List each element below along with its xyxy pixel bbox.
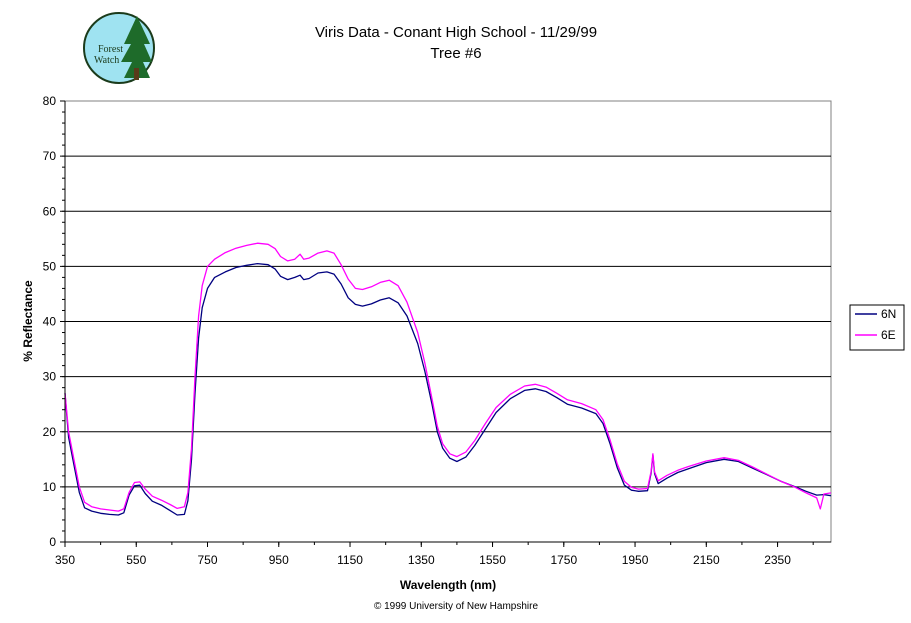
y-tick-label: 50: [43, 259, 57, 273]
y-tick-label: 20: [43, 425, 57, 439]
x-tick-label: 1350: [408, 553, 435, 567]
x-tick-label: 1950: [622, 553, 649, 567]
x-tick-label: 1550: [479, 553, 506, 567]
x-axis-label: Wavelength (nm): [400, 578, 496, 592]
x-tick-label: 1750: [550, 553, 577, 567]
y-tick-label: 80: [43, 94, 57, 108]
x-tick-label: 2350: [764, 553, 791, 567]
legend: 6N 6E: [849, 304, 905, 351]
y-tick-label: 0: [49, 535, 56, 549]
logo-text-line2: Watch: [94, 55, 119, 66]
legend-label-6e: 6E: [881, 328, 896, 342]
copyright-footer: © 1999 University of New Hampshire: [374, 601, 539, 612]
x-tick-label: 2150: [693, 553, 720, 567]
chart-subtitle: Tree #6: [430, 45, 481, 62]
y-tick-label: 60: [43, 204, 57, 218]
x-tick-label: 350: [55, 553, 75, 567]
chart-title: Viris Data - Conant High School - 11/29/…: [315, 24, 597, 41]
y-axis-ticks: 0 10 20 30 40 50 60 70 80: [43, 94, 65, 549]
y-tick-label: 30: [43, 370, 57, 384]
y-tick-label: 70: [43, 149, 57, 163]
forest-watch-logo: Forest Watch: [83, 12, 155, 84]
y-tick-label: 40: [43, 315, 57, 329]
y-axis-label: % Reflectance: [21, 280, 35, 362]
y-tick-label: 10: [43, 480, 57, 494]
legend-box: [849, 304, 905, 351]
logo-text-line1: Forest: [98, 44, 123, 55]
series-line-6e: [64, 242, 832, 512]
x-tick-label: 1150: [337, 553, 363, 567]
series-lines: [64, 242, 832, 516]
gridlines: [65, 155, 831, 488]
x-tick-label: 950: [269, 553, 289, 567]
x-axis-ticks: 350 550 750 950 1150 1350 1550 1750 1950 2150 2350: [55, 542, 814, 567]
x-tick-label: 750: [197, 553, 217, 567]
x-tick-label: 550: [126, 553, 146, 567]
legend-label-6n: 6N: [881, 307, 896, 321]
